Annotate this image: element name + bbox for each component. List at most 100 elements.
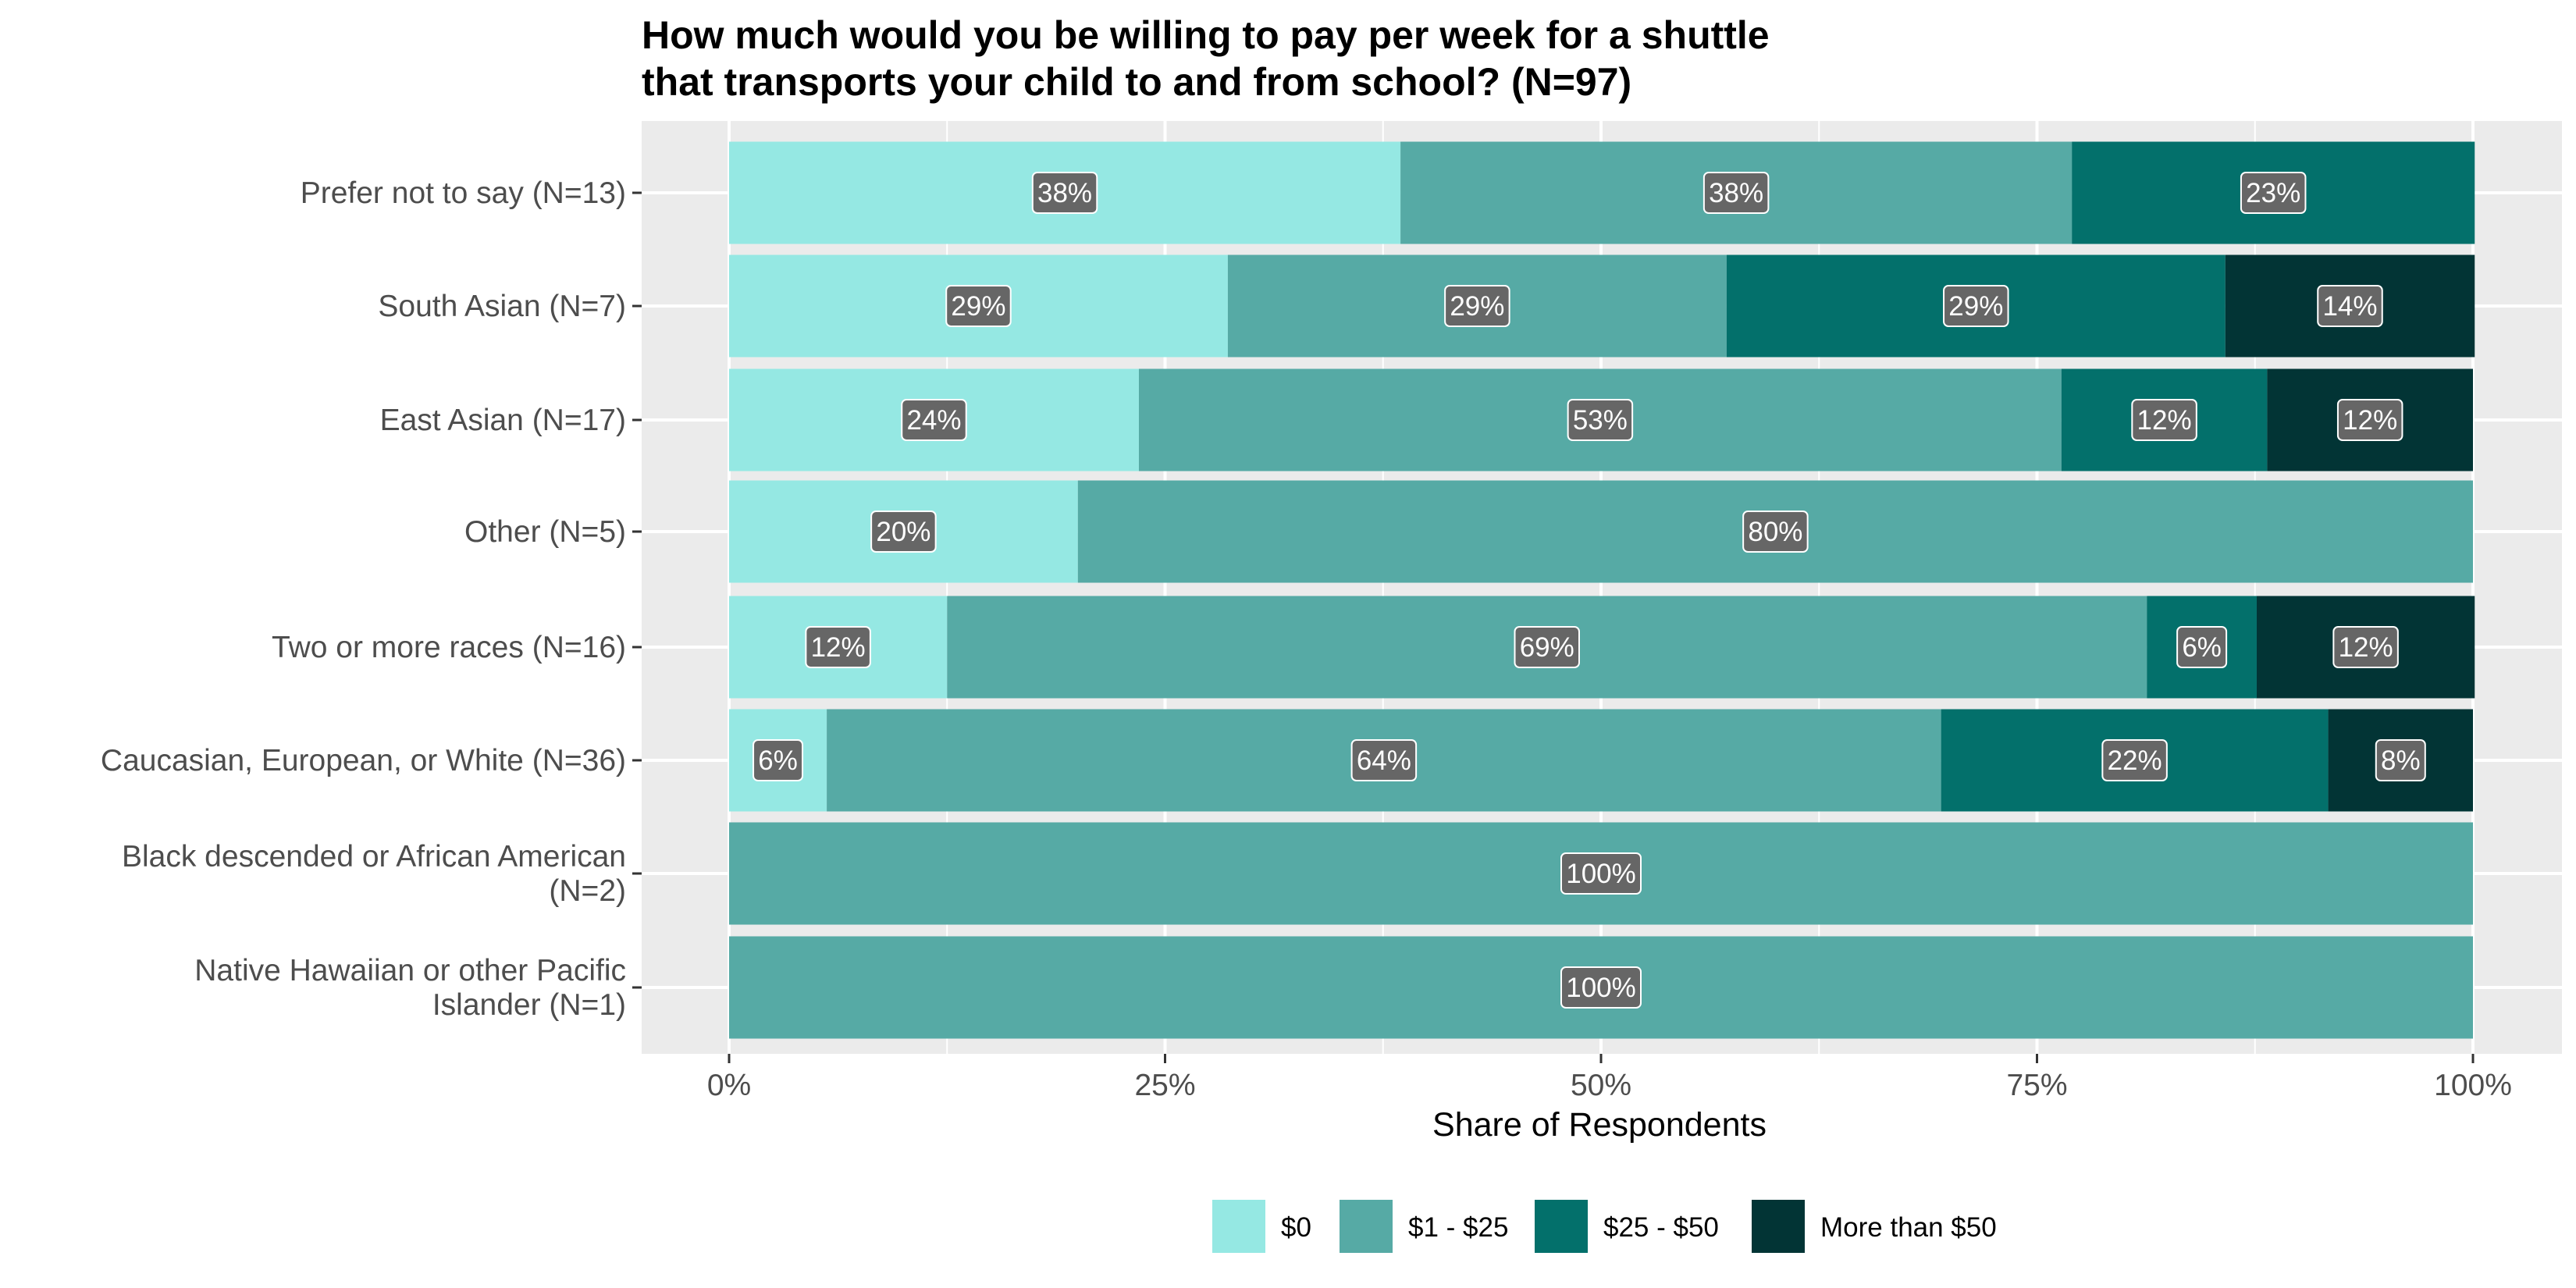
category-label: Caucasian, European, or White (N=36)	[101, 744, 626, 777]
data-label-text: 6%	[2182, 632, 2222, 663]
data-label-box	[2336, 399, 2403, 441]
data-label-text: 100%	[1566, 859, 1636, 889]
data-label: 38%	[1703, 172, 1770, 214]
category-label: South Asian (N=7)	[378, 290, 626, 323]
data-label: 24%	[901, 399, 967, 441]
category-label: East Asian (N=17)	[380, 404, 626, 437]
data-label-text: 20%	[876, 517, 930, 547]
data-label-box	[1560, 852, 1642, 895]
category-label: Black descended or African American	[122, 840, 626, 873]
data-label: 53%	[1567, 399, 1634, 441]
data-label-text: 6%	[758, 745, 798, 776]
data-label-box	[945, 285, 1012, 327]
data-label: 12%	[2332, 626, 2399, 668]
legend-label: $1 - $25	[1408, 1212, 1508, 1243]
legend-label: $25 - $50	[1603, 1212, 1719, 1243]
data-label-box	[1703, 172, 1770, 214]
data-label-box	[1444, 285, 1510, 327]
data-label: 23%	[2240, 172, 2307, 214]
data-label-box	[2332, 626, 2399, 668]
data-label-box	[2375, 739, 2426, 781]
legend-item: $0	[1212, 1200, 1311, 1253]
data-label-text: 12%	[2343, 405, 2397, 436]
data-label-text: 12%	[2339, 632, 2393, 663]
data-label-text: 29%	[951, 291, 1005, 322]
data-label-text: 69%	[1520, 632, 1574, 663]
data-label-text: 23%	[2246, 178, 2300, 208]
data-label-text: 8%	[2381, 745, 2421, 776]
data-label: 8%	[2375, 739, 2426, 781]
data-label: 100%	[1560, 852, 1642, 895]
data-label-text: 64%	[1357, 745, 1411, 776]
data-label-text: 12%	[811, 632, 866, 663]
legend-item: More than $50	[1752, 1200, 1997, 1253]
y-axis: Prefer not to say (N=13) South Asian (N=7…	[101, 176, 642, 1022]
legend-item: $1 - $25	[1340, 1200, 1508, 1253]
data-label: 12%	[2131, 399, 2197, 441]
data-label-text: 53%	[1573, 405, 1628, 436]
data-label-text: 22%	[2108, 745, 2162, 776]
chart-title-line-2: that transports your child to and from s…	[642, 60, 1631, 104]
category-label: Islander (N=1)	[432, 988, 626, 1022]
data-label-text: 38%	[1709, 178, 1763, 208]
chart-title-line-1: How much would you be willing to pay per…	[642, 13, 1770, 57]
data-label-box	[1514, 626, 1580, 668]
data-label: 14%	[2317, 285, 2383, 327]
data-label-box	[805, 626, 871, 668]
data-label-box	[2101, 739, 2168, 781]
data-label: 22%	[2101, 739, 2168, 781]
data-label-text: 29%	[1450, 291, 1504, 322]
data-label: 20%	[870, 511, 937, 553]
legend-item: $25 - $50	[1535, 1200, 1719, 1253]
data-label: 12%	[805, 626, 871, 668]
legend-label: $0	[1281, 1212, 1311, 1243]
category-label: Other (N=5)	[464, 515, 626, 549]
data-label-text: 29%	[1948, 291, 2003, 322]
x-tick-label: 50%	[1571, 1069, 1631, 1102]
data-label: 64%	[1350, 739, 1418, 781]
data-label-text: 100%	[1566, 973, 1636, 1003]
data-label-box	[753, 739, 804, 781]
chart-title: How much would you be willing to pay per…	[642, 13, 1770, 104]
legend-swatch	[1212, 1200, 1265, 1253]
x-tick-label: 25%	[1134, 1069, 1195, 1102]
x-tick-label: 0%	[707, 1069, 751, 1102]
category-label: Prefer not to say (N=13)	[301, 176, 626, 210]
data-label-text: 80%	[1748, 517, 1802, 547]
x-axis-title: Share of Respondents	[1432, 1106, 1767, 1144]
data-label-box	[1350, 739, 1418, 781]
data-labels: 38% 38% 23% 29% 29% 29% 14% 24% 53% 12% 12% 20% 80% 1…	[753, 172, 2426, 1009]
data-label: 12%	[2336, 399, 2403, 441]
legend-swatch	[1752, 1200, 1805, 1253]
x-axis: 0% 25% 50% 75% 100%	[707, 1054, 2512, 1102]
data-label-box	[1031, 172, 1098, 214]
data-label: 29%	[1943, 285, 2009, 327]
data-label: 100%	[1560, 966, 1642, 1009]
data-label-box	[1943, 285, 2009, 327]
data-label: 69%	[1514, 626, 1580, 668]
legend-swatch	[1340, 1200, 1393, 1253]
data-label-text: 24%	[906, 405, 961, 436]
data-label-box	[2176, 626, 2228, 668]
category-label: Native Hawaiian or other Pacific	[194, 954, 626, 987]
x-tick-label: 75%	[2006, 1069, 2067, 1102]
data-label-box	[2131, 399, 2197, 441]
legend-swatch	[1535, 1200, 1588, 1253]
data-label-box	[1567, 399, 1634, 441]
data-label: 38%	[1031, 172, 1098, 214]
data-label: 80%	[1742, 511, 1809, 553]
data-label: 6%	[2176, 626, 2228, 668]
data-label-box	[1560, 966, 1642, 1009]
category-label: (N=2)	[549, 874, 626, 908]
data-label: 29%	[945, 285, 1012, 327]
data-label-box	[1742, 511, 1809, 553]
data-label-box	[870, 511, 937, 553]
data-label-box	[2317, 285, 2383, 327]
x-tick-label: 100%	[2434, 1069, 2512, 1102]
data-label-text: 38%	[1037, 178, 1092, 208]
data-label-text: 14%	[2322, 291, 2377, 322]
data-label-text: 12%	[2137, 405, 2192, 436]
data-label-box	[901, 399, 967, 441]
data-label: 6%	[753, 739, 804, 781]
